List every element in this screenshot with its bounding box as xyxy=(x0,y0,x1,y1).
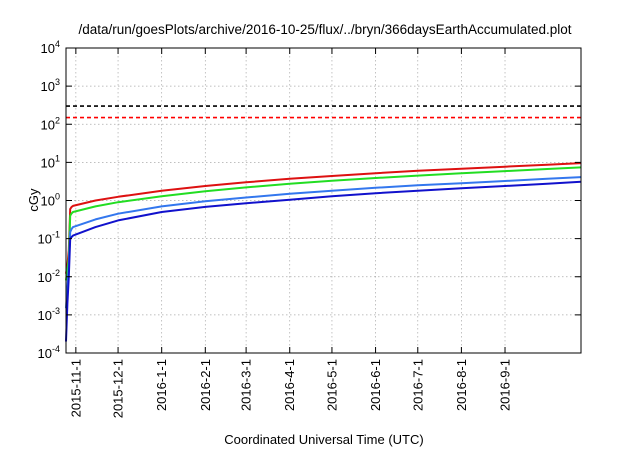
x-tick-label: 2015-11-1 xyxy=(68,359,83,417)
y-tick-label: 103 xyxy=(41,77,60,94)
x-tick-label: 2016-4-1 xyxy=(282,359,297,411)
grid xyxy=(66,48,581,353)
y-tick-label: 10-4 xyxy=(38,344,60,361)
x-tick-label: 2016-2-1 xyxy=(198,359,213,411)
x-tick-label: 2016-3-1 xyxy=(239,359,254,411)
x-tick-label: 2015-12-1 xyxy=(111,359,126,418)
x-tick-label: 2016-8-1 xyxy=(454,359,469,411)
x-axis-label: Coordinated Universal Time (UTC) xyxy=(224,432,423,447)
y-tick-label: 102 xyxy=(41,115,60,132)
series-line xyxy=(65,166,582,281)
y-tick-label: 10-2 xyxy=(38,268,60,285)
x-tick-label: 2016-5-1 xyxy=(324,359,339,411)
series-line xyxy=(65,180,582,342)
y-ticks: 10-4 10-3 10-2 10-1 100 101 102 103 104 xyxy=(38,39,581,361)
series-line xyxy=(65,176,582,309)
x-tick-label: 2016-9-1 xyxy=(498,359,513,411)
y-tick-label: 101 xyxy=(41,153,60,170)
x-ticks: 2015-11-1 2015-12-1 2016-1-1 2016-2-1 2016-3… xyxy=(68,48,513,418)
x-tick-label: 2016-6-1 xyxy=(368,359,383,411)
y-tick-label: 100 xyxy=(41,192,60,209)
y-tick-label: 10-3 xyxy=(38,306,60,323)
series-line xyxy=(65,162,582,274)
x-tick-label: 2016-7-1 xyxy=(410,359,425,411)
y-tick-label: 10-1 xyxy=(38,230,60,247)
y-axis-label: cGy xyxy=(26,188,41,212)
chart-title: /data/run/goesPlots/archive/2016-10-25/f… xyxy=(78,22,571,37)
y-tick-label: 104 xyxy=(41,39,60,56)
x-tick-label: 2016-1-1 xyxy=(154,359,169,411)
reference-lines xyxy=(66,105,581,119)
